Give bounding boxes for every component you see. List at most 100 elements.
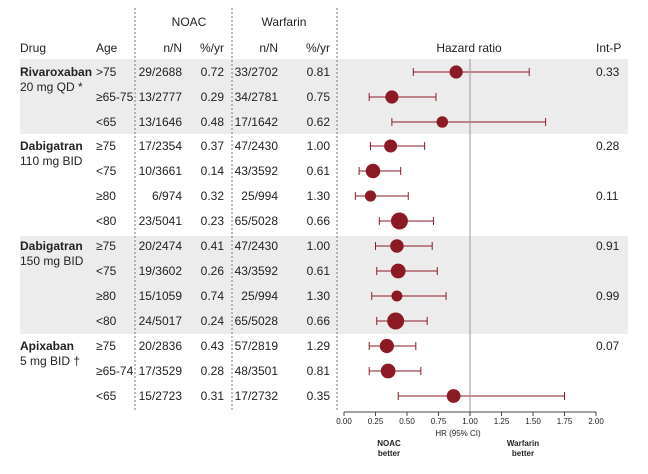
noac-rate-cell: 0.43 [201, 339, 225, 353]
warfarin-n-cell: 47/2430 [235, 239, 279, 253]
noac-rate-cell: 0.72 [201, 65, 225, 79]
noac-rate-cell: 0.37 [201, 139, 225, 153]
noac-better-label-line2: better [378, 449, 400, 458]
x-tick-label: 2.00 [588, 417, 604, 426]
x-tick-label: 0.50 [399, 417, 415, 426]
warfarin-n-cell: 65/5028 [235, 214, 279, 228]
noac-rate-cell: 0.74 [201, 289, 225, 303]
noac-rate-cell: 0.24 [201, 314, 225, 328]
x-axis: 0.00 0.25 0.50 0.75 1.00 1.25 1.50 1.75 2.00 [336, 411, 604, 426]
warfarin-n-cell: 43/3592 [235, 264, 279, 278]
noac-n-cell: 19/3602 [139, 264, 183, 278]
age-cell: ≥75 [96, 339, 116, 353]
warfarin-rate-cell: 0.81 [307, 65, 331, 79]
noac-n-cell: 15/1059 [139, 289, 183, 303]
x-tick-label: 0.75 [431, 417, 447, 426]
int-p-cell: 0.28 [596, 139, 620, 153]
drug-name: Dabigatran [20, 139, 83, 153]
noac-n-cell: 15/2723 [139, 389, 183, 403]
age-cell: ≥65-75 [96, 90, 134, 104]
noac-rate-cell: 0.26 [201, 264, 225, 278]
x-tick-label: 1.25 [494, 417, 510, 426]
warfarin-n-header: n/N [259, 41, 278, 55]
age-column-header: Age [96, 41, 118, 55]
hr-point [391, 290, 403, 302]
int-p-cell: 0.07 [596, 339, 620, 353]
noac-n-cell: 6/974 [152, 189, 182, 203]
x-axis-label: HR (95% CI) [435, 429, 481, 438]
age-cell: ≥80 [96, 189, 116, 203]
hr-point [385, 90, 399, 104]
warfarin-group-header: Warfarin [262, 15, 307, 29]
noac-rate-cell: 0.14 [201, 164, 225, 178]
noac-rate-cell: 0.23 [201, 214, 225, 228]
noac-rate-cell: 0.31 [201, 389, 225, 403]
hr-point [379, 338, 394, 354]
noac-rate-cell: 0.29 [201, 90, 225, 104]
warfarin-n-cell: 34/2781 [235, 90, 279, 104]
int-p-cell: 0.99 [596, 289, 620, 303]
age-cell: <80 [96, 214, 117, 228]
warfarin-rate-cell: 0.61 [307, 164, 331, 178]
x-tick-label: 1.50 [525, 417, 541, 426]
hr-point [365, 163, 381, 179]
noac-group-header: NOAC [172, 15, 207, 29]
age-cell: >75 [96, 65, 117, 79]
warfarin-rate-cell: 0.66 [307, 214, 331, 228]
x-tick-label: 1.75 [557, 417, 573, 426]
drug-name: Apixaban [20, 339, 74, 353]
warfarin-n-cell: 43/3592 [235, 164, 279, 178]
hr-point [380, 363, 396, 379]
noac-n-cell: 20/2474 [139, 239, 183, 253]
hr-point [384, 139, 398, 153]
noac-n-cell: 13/2777 [139, 90, 183, 104]
warfarin-rate-cell: 0.35 [307, 389, 331, 403]
warfarin-rate-cell: 1.00 [307, 239, 331, 253]
warfarin-rate-cell: 0.81 [307, 364, 331, 378]
warfarin-n-cell: 33/2702 [235, 65, 279, 79]
warfarin-better-label-line2: better [512, 449, 534, 458]
noac-n-cell: 10/3661 [139, 164, 183, 178]
age-cell: <80 [96, 314, 117, 328]
warfarin-rate-header: %/yr [306, 41, 330, 55]
hr-point [436, 116, 449, 128]
int-p-header: Int-P [596, 41, 621, 55]
hr-point [387, 312, 405, 330]
hr-point [449, 65, 463, 79]
warfarin-n-cell: 57/2819 [235, 339, 279, 353]
hr-point [390, 263, 406, 279]
x-tick-label: 0.25 [368, 417, 384, 426]
warfarin-rate-cell: 1.30 [307, 189, 331, 203]
drug-dose: 20 mg QD * [20, 80, 83, 94]
age-cell: ≥75 [96, 139, 116, 153]
x-tick-label: 1.00 [462, 417, 478, 426]
group-band [20, 236, 628, 334]
plot-area [354, 59, 565, 412]
age-cell: <65 [96, 115, 117, 129]
x-tick-label: 0.00 [336, 417, 352, 426]
drug-name: Rivaroxaban [20, 65, 92, 79]
age-cell: <75 [96, 164, 117, 178]
int-p-cell: 0.91 [596, 239, 620, 253]
age-cell: ≥65-74 [96, 364, 134, 378]
age-cell: <75 [96, 264, 117, 278]
noac-rate-cell: 0.48 [201, 115, 225, 129]
noac-n-cell: 29/2688 [139, 65, 183, 79]
warfarin-n-cell: 17/2732 [235, 389, 279, 403]
warfarin-rate-cell: 1.30 [307, 289, 331, 303]
age-cell: ≥80 [96, 289, 116, 303]
warfarin-n-cell: 65/5028 [235, 314, 279, 328]
noac-rate-cell: 0.28 [201, 364, 225, 378]
age-cell: ≥75 [96, 239, 116, 253]
warfarin-rate-cell: 1.29 [307, 339, 331, 353]
warfarin-n-cell: 17/1642 [235, 115, 279, 129]
warfarin-n-cell: 47/2430 [235, 139, 279, 153]
noac-n-cell: 13/1646 [139, 115, 183, 129]
drug-dose: 150 mg BID [20, 254, 84, 268]
noac-n-header: n/N [163, 41, 182, 55]
noac-n-cell: 20/2836 [139, 339, 183, 353]
drug-dose: 5 mg BID † [20, 354, 80, 368]
int-p-cell: 0.11 [596, 189, 619, 203]
warfarin-rate-cell: 0.62 [307, 115, 331, 129]
